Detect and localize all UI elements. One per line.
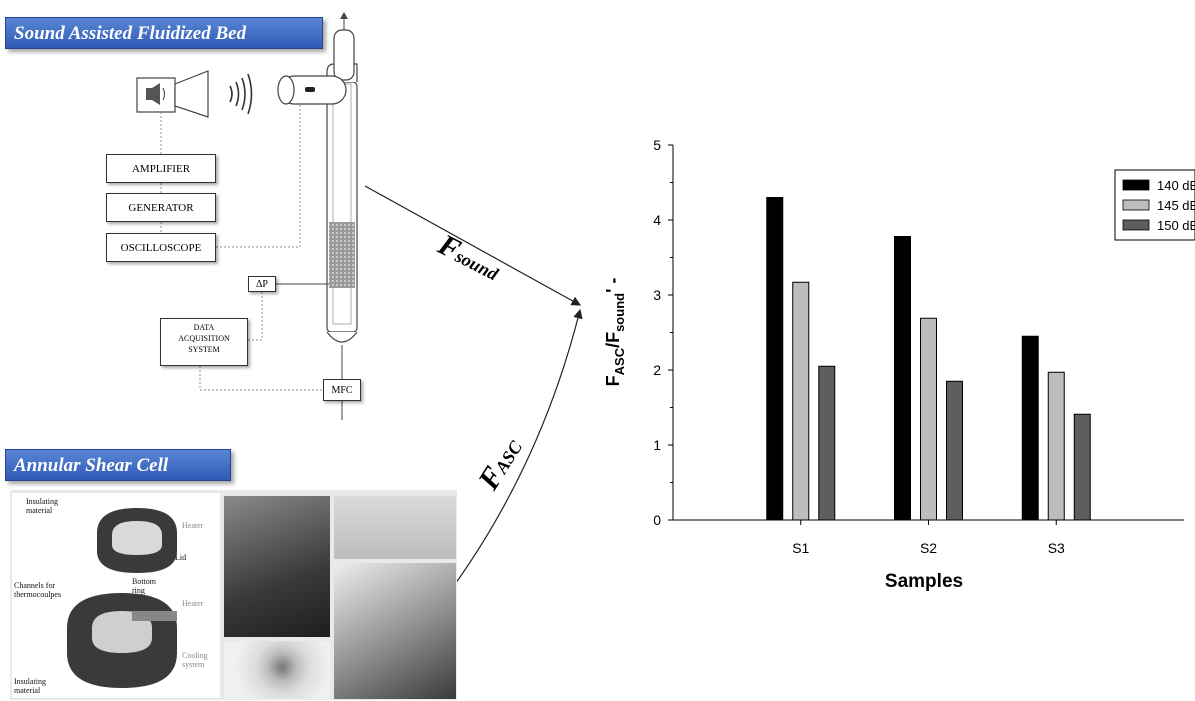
y-tick-label: 0 <box>653 512 661 528</box>
x-tick-label-s1: S1 <box>792 540 809 556</box>
bar-s1-1 <box>767 198 783 521</box>
y-tick-label: 1 <box>653 437 661 453</box>
bar-s1-3 <box>819 366 835 520</box>
x-axis-label: Samples <box>885 571 963 592</box>
chart-ticks: 0 1 2 3 4 5 S1 S2 S3 <box>653 137 1065 556</box>
bar-s3-3 <box>1074 414 1090 520</box>
bar-s3-2 <box>1048 372 1064 520</box>
bar-s2-3 <box>947 381 963 520</box>
chart-bars <box>767 198 1091 521</box>
y-label-part-3: /F <box>603 332 623 348</box>
legend-swatch-3 <box>1123 220 1149 230</box>
bar-s1-2 <box>793 282 809 520</box>
legend-label-3: 150 dB <box>1157 218 1195 233</box>
y-label-part-6: - <box>603 278 623 289</box>
y-tick-label: 3 <box>653 287 661 303</box>
y-tick-label: 4 <box>653 212 661 228</box>
y-label-part-4: sound <box>612 293 627 332</box>
bar-s2-1 <box>895 237 911 521</box>
y-axis-label: FASC/Fsound' - <box>603 278 627 387</box>
y-label-part-2: ASC <box>612 347 627 375</box>
bar-s3-1 <box>1022 336 1038 520</box>
legend-swatch-1 <box>1123 180 1149 190</box>
y-tick-label: 2 <box>653 362 661 378</box>
y-tick-label: 5 <box>653 137 661 153</box>
x-tick-label-s3: S3 <box>1048 540 1065 556</box>
chart-legend: 140 dB 145 dB 150 dB <box>1115 170 1195 240</box>
legend-label-1: 140 dB <box>1157 178 1195 193</box>
legend-label-2: 145 dB <box>1157 198 1195 213</box>
bar-s2-2 <box>921 318 937 520</box>
x-tick-label-s2: S2 <box>920 540 937 556</box>
y-label-part-1: F <box>603 375 623 386</box>
legend-swatch-2 <box>1123 200 1149 210</box>
